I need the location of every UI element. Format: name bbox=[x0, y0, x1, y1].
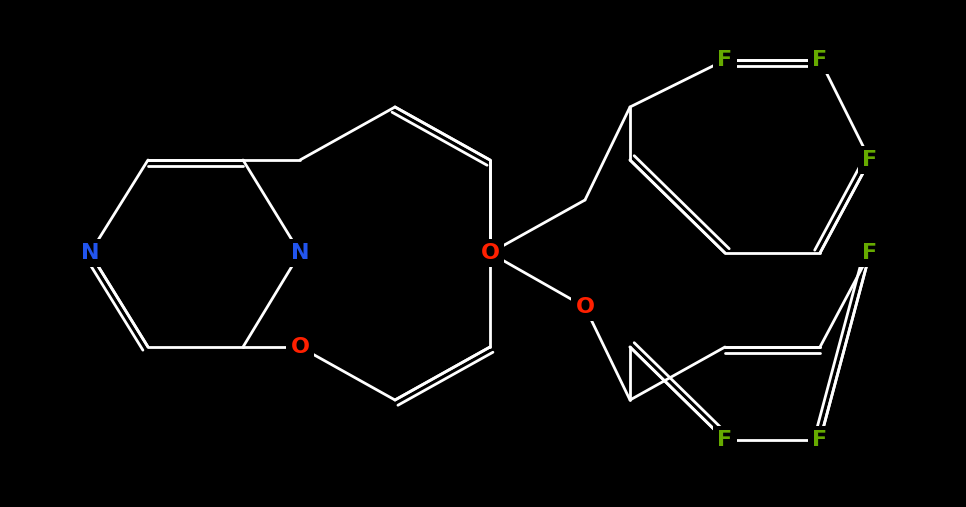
Text: F: F bbox=[863, 150, 877, 170]
Text: O: O bbox=[291, 337, 309, 357]
Text: F: F bbox=[718, 430, 732, 450]
Text: F: F bbox=[718, 50, 732, 70]
Text: O: O bbox=[480, 243, 499, 263]
Text: F: F bbox=[812, 50, 828, 70]
Text: F: F bbox=[812, 430, 828, 450]
Text: N: N bbox=[81, 243, 99, 263]
Text: F: F bbox=[863, 243, 877, 263]
Text: O: O bbox=[576, 297, 594, 317]
Text: N: N bbox=[291, 243, 309, 263]
